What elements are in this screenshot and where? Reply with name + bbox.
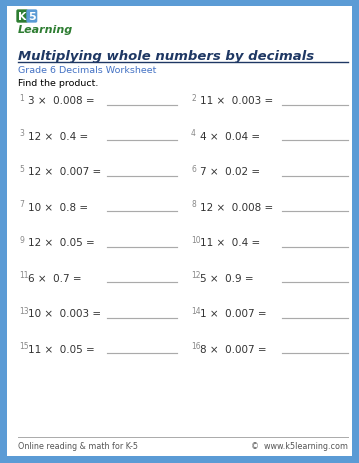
Text: 4: 4 [191, 129, 196, 138]
Text: 13: 13 [19, 307, 29, 315]
Text: K: K [18, 12, 27, 22]
Text: 5: 5 [28, 12, 36, 22]
Text: 3: 3 [19, 129, 24, 138]
Text: 3 ×  0.008 =: 3 × 0.008 = [28, 96, 95, 106]
Text: 11: 11 [19, 271, 28, 280]
Text: 10 ×  0.8 =: 10 × 0.8 = [28, 202, 88, 213]
Text: 10 ×  0.003 =: 10 × 0.003 = [28, 309, 101, 319]
Text: 1: 1 [19, 94, 24, 103]
Text: Grade 6 Decimals Worksheet: Grade 6 Decimals Worksheet [18, 66, 157, 75]
Text: 5 ×  0.9 =: 5 × 0.9 = [200, 274, 253, 283]
Text: 11 ×  0.05 =: 11 × 0.05 = [28, 344, 95, 354]
Text: 8: 8 [191, 200, 196, 209]
Text: 5: 5 [19, 165, 24, 174]
Text: 10: 10 [191, 236, 201, 244]
Text: 16: 16 [191, 342, 201, 351]
Text: 12 ×  0.007 =: 12 × 0.007 = [28, 167, 101, 177]
Text: 7 ×  0.02 =: 7 × 0.02 = [200, 167, 260, 177]
Text: 14: 14 [191, 307, 201, 315]
Text: 12: 12 [191, 271, 200, 280]
Text: 6 ×  0.7 =: 6 × 0.7 = [28, 274, 81, 283]
Text: 12 ×  0.4 =: 12 × 0.4 = [28, 131, 88, 142]
Text: Learning: Learning [18, 25, 73, 35]
Text: ©  www.k5learning.com: © www.k5learning.com [251, 441, 348, 450]
Text: Find the product.: Find the product. [18, 79, 98, 88]
FancyBboxPatch shape [7, 7, 352, 456]
Text: 11 ×  0.003 =: 11 × 0.003 = [200, 96, 273, 106]
Text: 9: 9 [19, 236, 24, 244]
Text: Online reading & math for K-5: Online reading & math for K-5 [18, 441, 138, 450]
Text: 7: 7 [19, 200, 24, 209]
Text: 11 ×  0.4 =: 11 × 0.4 = [200, 238, 260, 248]
Text: 12 ×  0.008 =: 12 × 0.008 = [200, 202, 273, 213]
Text: 12 ×  0.05 =: 12 × 0.05 = [28, 238, 95, 248]
Text: 8 ×  0.007 =: 8 × 0.007 = [200, 344, 267, 354]
Text: 15: 15 [19, 342, 29, 351]
Text: 4 ×  0.04 =: 4 × 0.04 = [200, 131, 260, 142]
Text: 6: 6 [191, 165, 196, 174]
Text: 2: 2 [191, 94, 196, 103]
Text: 1 ×  0.007 =: 1 × 0.007 = [200, 309, 267, 319]
Text: Multiplying whole numbers by decimals: Multiplying whole numbers by decimals [18, 50, 314, 63]
